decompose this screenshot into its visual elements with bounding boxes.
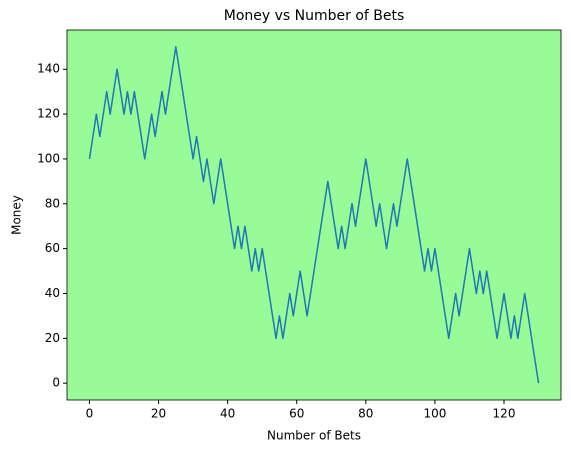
y-tick-label: 40 — [45, 286, 60, 300]
x-tick-label: 100 — [423, 407, 446, 421]
x-axis-label: Number of Bets — [267, 429, 361, 443]
x-tick-label: 40 — [220, 407, 235, 421]
y-tick-label: 0 — [52, 376, 60, 390]
x-tick-label: 20 — [151, 407, 166, 421]
plot-background — [67, 30, 561, 400]
y-tick-label: 20 — [45, 331, 60, 345]
chart-title: Money vs Number of Bets — [224, 8, 405, 24]
y-axis-label: Money — [10, 195, 24, 235]
axes-frame — [66, 29, 562, 401]
y-tick-label: 140 — [37, 62, 60, 76]
data-line — [88, 46, 540, 384]
y-tick-label: 60 — [45, 241, 60, 255]
x-tick-label: 60 — [289, 407, 304, 421]
x-tick-label: 120 — [493, 407, 516, 421]
y-tick-label: 120 — [37, 107, 60, 121]
x-tick-label: 80 — [358, 407, 373, 421]
x-tick-label: 0 — [86, 407, 94, 421]
y-tick-label: 80 — [45, 196, 60, 210]
y-tick-label: 100 — [37, 151, 60, 165]
